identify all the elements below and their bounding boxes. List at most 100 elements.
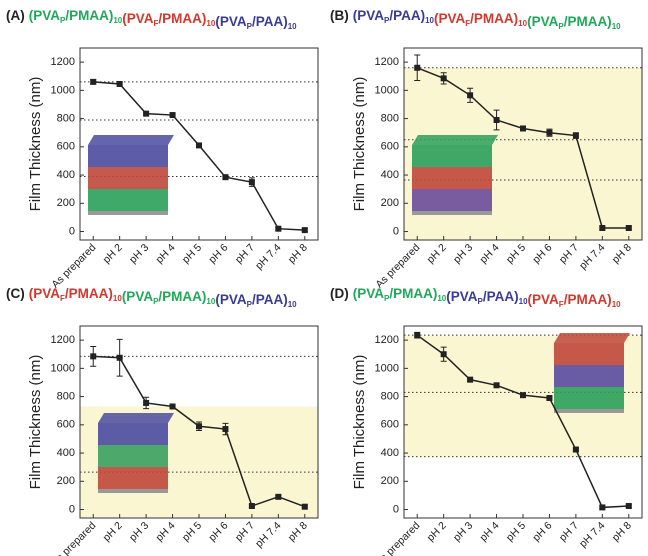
x-tick-label: pH 7.4 xyxy=(253,520,283,550)
data-point xyxy=(90,78,97,85)
title-subscript: 10 xyxy=(612,300,621,309)
title-text: (PVA xyxy=(446,289,478,304)
x-tick-label: pH 8 xyxy=(286,242,310,266)
title-subscript: P xyxy=(247,300,253,309)
y-tick-label: 200 xyxy=(381,197,399,209)
x-tick-label: pH 4 xyxy=(154,520,178,544)
y-tick-label: 0 xyxy=(69,225,75,237)
y-tick-label: 800 xyxy=(381,112,399,124)
data-point xyxy=(546,395,553,401)
title-subscript: P xyxy=(478,297,484,306)
y-tick-label: 0 xyxy=(393,503,399,515)
title-subscript: F xyxy=(154,19,159,28)
x-tick-label: As prepared xyxy=(49,520,98,556)
x-tick-label: pH 4 xyxy=(154,242,178,266)
title-subscript: P xyxy=(60,16,66,25)
data-point xyxy=(222,174,229,181)
panel-title: (D) (PVAP/PMAA)10(PVAP/PAA)10(PVAF/PMAA)1… xyxy=(330,286,621,309)
data-point xyxy=(625,503,632,509)
x-tick-label: pH 6 xyxy=(206,520,230,544)
x-tick-label: pH 4 xyxy=(478,520,502,544)
data-point xyxy=(301,503,308,510)
title-subscript: 10 xyxy=(288,22,297,31)
title-text: /PMAA) xyxy=(65,8,113,23)
inset-layer xyxy=(554,365,624,387)
title-text: /PMAA) xyxy=(564,14,612,29)
data-point xyxy=(467,92,474,99)
panel-label: (B) xyxy=(330,8,349,23)
title-text: (PVA xyxy=(528,292,560,307)
x-tick-label: pH 6 xyxy=(530,242,554,266)
data-point xyxy=(467,376,474,383)
title-text: (PVA xyxy=(122,11,154,26)
title-text: /PMAA) xyxy=(470,11,518,26)
y-tick-label: 800 xyxy=(381,390,399,402)
title-text: /PMAA) xyxy=(389,286,437,301)
y-axis-label: Film Thickness (nm) xyxy=(27,77,44,212)
data-point xyxy=(275,493,282,500)
inset-top xyxy=(554,333,630,343)
data-point xyxy=(196,423,202,430)
y-tick-label: 1200 xyxy=(375,56,399,68)
data-point xyxy=(440,75,447,82)
y-tick-label: 1000 xyxy=(375,84,399,96)
y-tick-label: 600 xyxy=(57,419,75,431)
data-point xyxy=(414,64,421,71)
title-subscript: P xyxy=(558,22,564,31)
title-text: /PAA) xyxy=(389,8,425,23)
y-tick-label: 200 xyxy=(57,475,75,487)
x-tick-label: As prepared xyxy=(373,520,422,556)
x-tick-label: pH 7.4 xyxy=(577,242,607,272)
x-tick-label: pH 2 xyxy=(101,242,125,266)
data-point xyxy=(546,129,553,136)
y-tick-label: 600 xyxy=(57,141,75,153)
title-subscript: 10 xyxy=(113,16,122,25)
inset-layer xyxy=(554,343,624,365)
title-subscript: 10 xyxy=(437,294,446,303)
title-subscript: P xyxy=(384,16,390,25)
data-point xyxy=(90,353,97,360)
data-point xyxy=(116,354,123,361)
title-subscript: P xyxy=(384,294,390,303)
x-tick-label: pH 8 xyxy=(286,520,310,544)
x-tick-label: pH 7.4 xyxy=(253,242,283,272)
data-point xyxy=(493,382,500,389)
data-point xyxy=(572,132,579,139)
x-tick-label: pH 5 xyxy=(180,520,204,544)
data-point xyxy=(440,351,447,358)
y-tick-label: 1000 xyxy=(51,362,75,374)
inset-layer xyxy=(98,467,168,489)
title-text: (PVA xyxy=(527,14,559,29)
data-point xyxy=(222,426,229,433)
data-point xyxy=(599,504,606,511)
title-subscript: 10 xyxy=(518,19,527,28)
x-tick-label: pH 5 xyxy=(504,242,528,266)
title-subscript: 10 xyxy=(206,19,215,28)
panel-title: (B) (PVAP/PAA)10(PVAF/PMAA)10(PVAP/PMAA)1… xyxy=(330,8,621,31)
y-axis-label: Film Thickness (nm) xyxy=(351,355,368,490)
data-point xyxy=(169,112,176,119)
inset-layer xyxy=(98,445,168,467)
inset-layer xyxy=(98,423,168,445)
title-subscript: F xyxy=(465,19,470,28)
title-text: (PVA xyxy=(122,289,154,304)
title-subscript: F xyxy=(60,294,65,303)
data-point xyxy=(196,142,202,149)
x-tick-label: pH 3 xyxy=(451,242,475,266)
x-tick-label: pH 2 xyxy=(101,520,125,544)
y-tick-label: 600 xyxy=(381,141,399,153)
title-subscript: P xyxy=(153,297,159,306)
title-subscript: 10 xyxy=(425,16,434,25)
inset-substrate xyxy=(88,211,168,215)
x-tick-label: pH 5 xyxy=(180,242,204,266)
x-tick-label: pH 6 xyxy=(530,520,554,544)
title-subscript: 10 xyxy=(612,22,621,31)
panel: (B) (PVAP/PAA)10(PVAF/PMAA)10(PVAP/PMAA)1… xyxy=(330,8,643,291)
inset-layer xyxy=(88,167,168,189)
data-point xyxy=(169,403,176,410)
title-subscript: P xyxy=(247,22,253,31)
data-point xyxy=(493,117,500,123)
panel-label: (A) xyxy=(6,8,25,23)
panel: (D) (PVAP/PMAA)10(PVAP/PAA)10(PVAF/PMAA)1… xyxy=(330,286,643,556)
panel-label: (C) xyxy=(6,286,25,301)
